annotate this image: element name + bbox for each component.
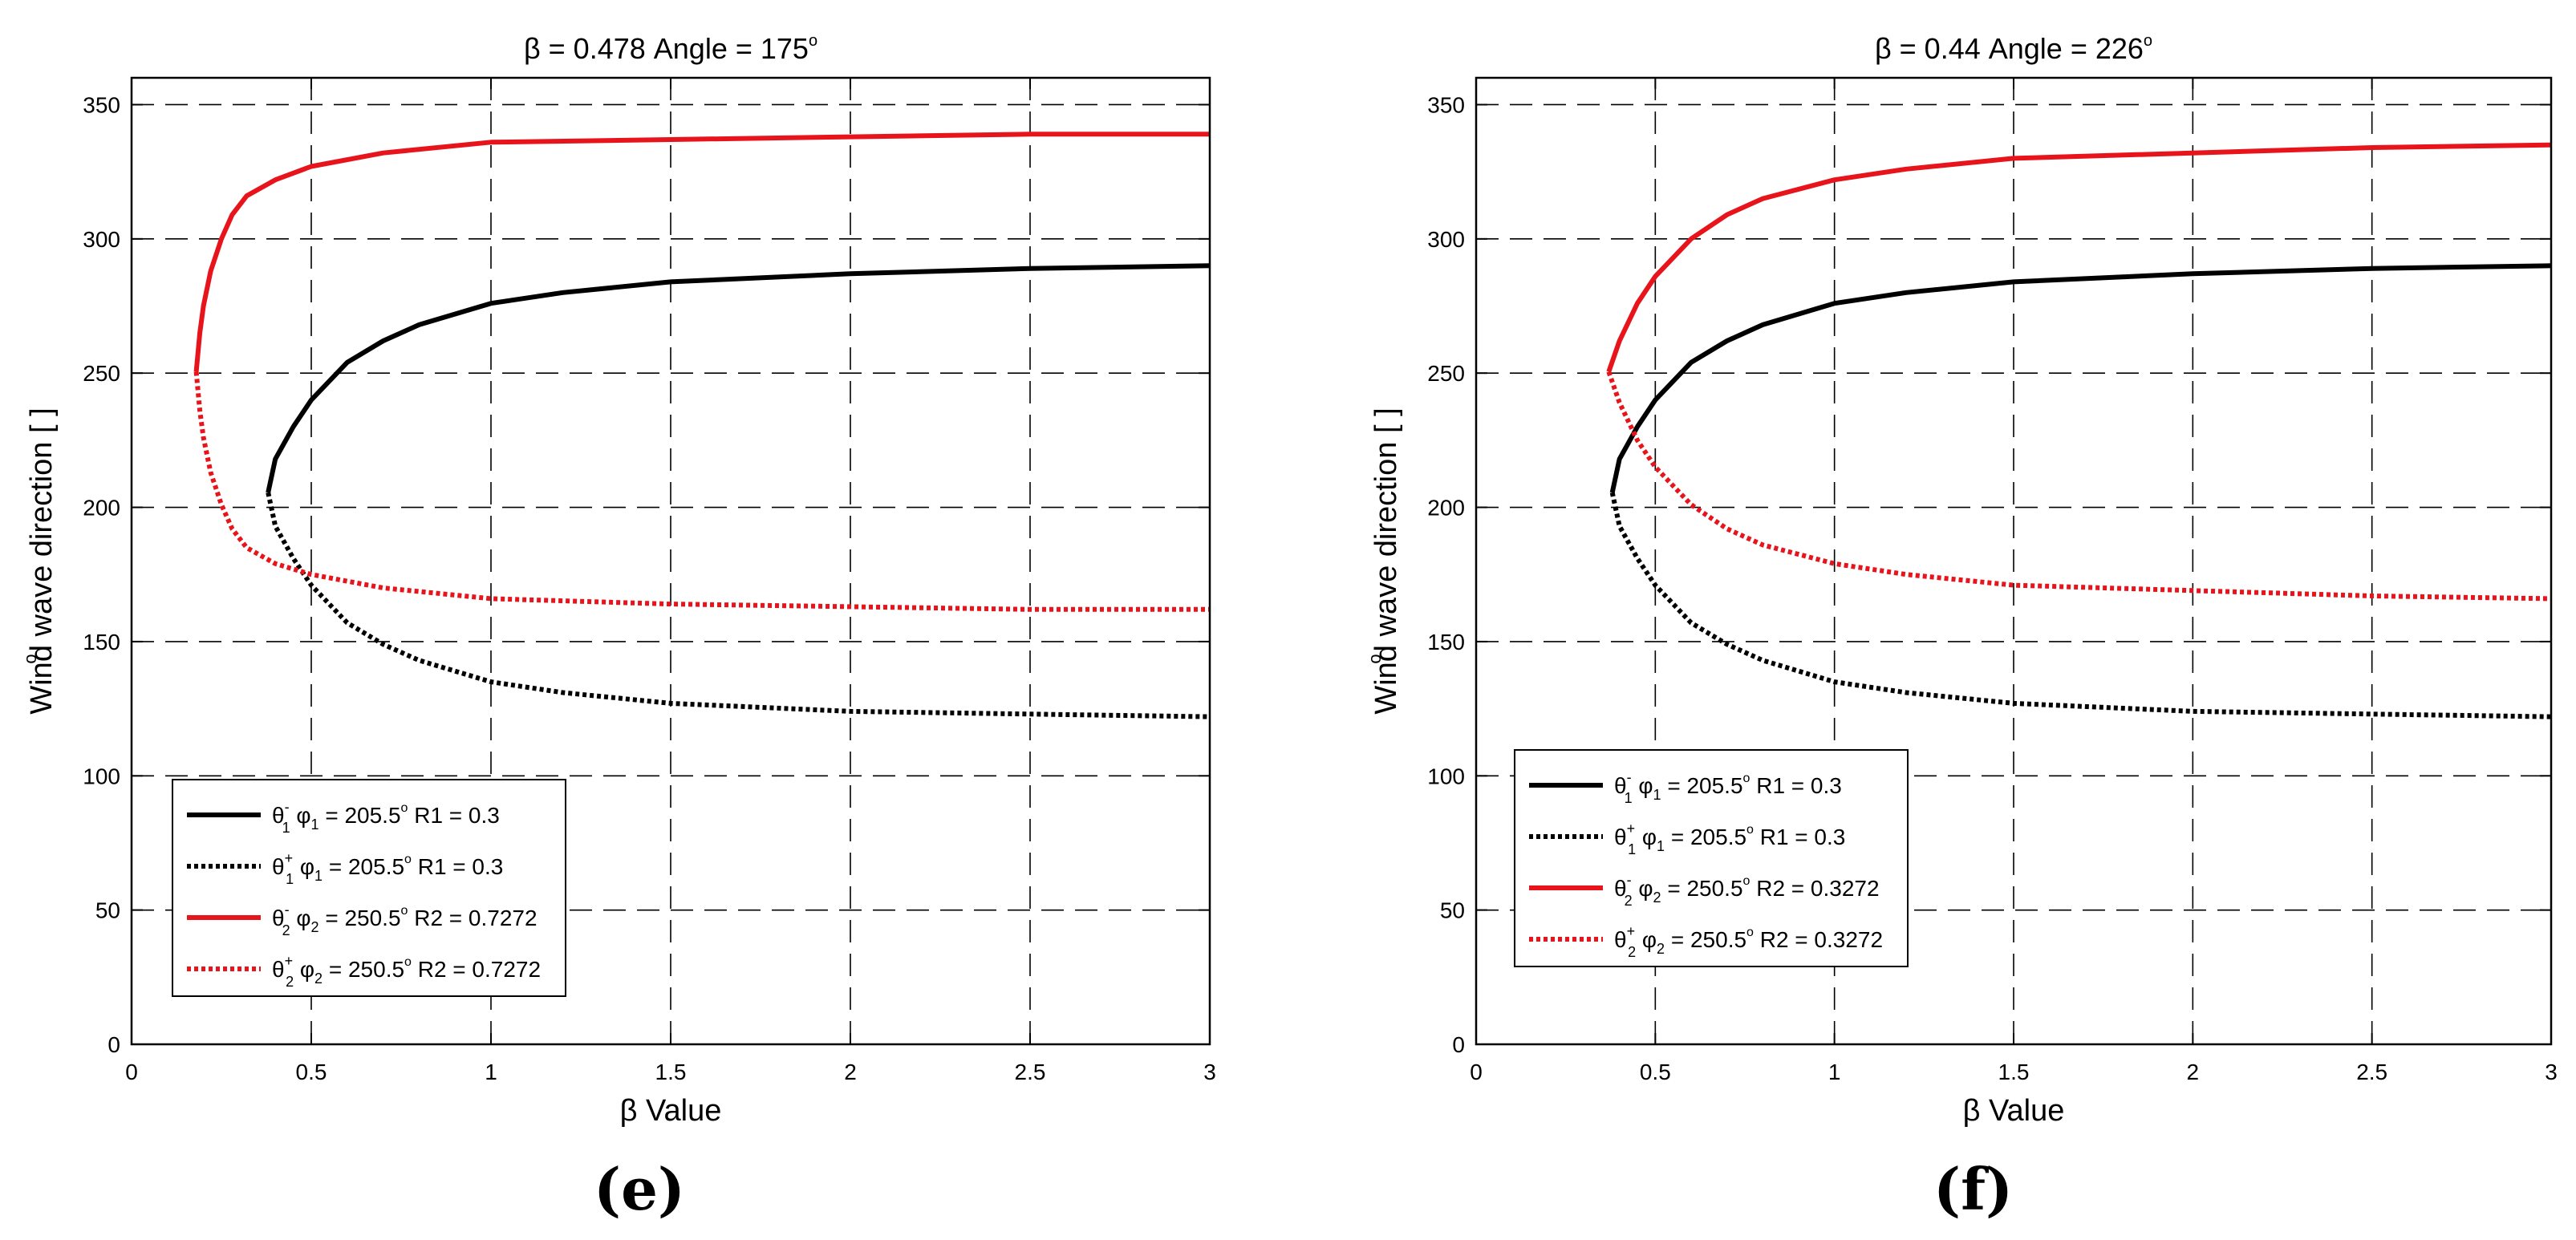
y-tick-label: 0	[1452, 1032, 1465, 1057]
series-line-3	[1606, 371, 2552, 602]
y-tick-label: 200	[83, 496, 120, 521]
y-tick-label: 150	[1427, 630, 1465, 654]
legend-entry-3: θ+ 2 φ2 = 250.5o R2 = 0.7272	[272, 953, 541, 990]
x-tick-label: 3	[2545, 1060, 2558, 1084]
axes-frame	[1475, 76, 2553, 1046]
x-axis-label: β Value	[620, 1094, 722, 1128]
y-tick-label: 250	[83, 361, 120, 386]
legend-entry-3: θ+ 2 φ2 = 250.5o R2 = 0.3272	[1614, 923, 1883, 960]
x-tick-label: 2.5	[2356, 1060, 2387, 1084]
legend-entry-0: θ-1 φ1 = 205.5o R1 = 0.3	[272, 799, 500, 836]
legend-entry-2: θ-2 φ2 = 250.5o R2 = 0.7272	[272, 902, 538, 938]
chart-title: β = 0.478 Angle = 175o	[524, 32, 817, 65]
x-tick-label: 1	[1828, 1060, 1841, 1084]
legend-entry-1: θ+ 1 φ1 = 205.5o R1 = 0.3	[272, 850, 503, 887]
x-tick-label: 2	[2187, 1060, 2200, 1084]
series-line-3	[193, 371, 1210, 612]
legend: θ-1 φ1 = 205.5o R1 = 0.3 θ+ 1 φ1 = 205.5o …	[1514, 749, 1909, 967]
chart-title: β = 0.44 Angle = 226o	[1875, 32, 2152, 65]
series-line-0	[1609, 263, 2552, 493]
chart-panel-0: 0 0.5 1 1.5 2 2.5 3 0 50 100 150 200 250 300 350 β = 0.…	[20, 32, 1216, 1128]
y-tick-label: 350	[83, 92, 120, 117]
y-tick-label: 50	[95, 898, 120, 923]
y-axis-label: Wind wave direction [ ]	[1369, 407, 1403, 714]
y-tick-label: 100	[83, 764, 120, 788]
series-line-1	[266, 492, 1211, 719]
legend-entry-0: θ-1 φ1 = 205.5o R1 = 0.3	[1614, 769, 1842, 806]
series-line-2	[1606, 142, 2552, 373]
panel-label-f: (f)	[1933, 1155, 2014, 1223]
x-tick-label: 3	[1203, 1060, 1216, 1084]
chart-panel-1: 0 0.5 1 1.5 2 2.5 3 0 50 100 150 200 250 300 350 β = 0.…	[1365, 32, 2558, 1128]
y-tick-label: 100	[1427, 764, 1465, 788]
y-tick-label: 250	[1427, 361, 1465, 386]
x-axis-label: β Value	[1963, 1094, 2065, 1128]
y-axis-degree: o	[1365, 654, 1385, 663]
y-axis-label: Wind wave direction [ ]	[25, 407, 59, 714]
y-axis-degree: o	[20, 654, 40, 663]
legend-entry-1: θ+ 1 φ1 = 205.5o R1 = 0.3	[1614, 821, 1845, 857]
y-tick-label: 0	[108, 1032, 120, 1057]
x-tick-label: 0	[125, 1060, 138, 1084]
x-tick-label: 0	[1470, 1060, 1483, 1084]
y-tick-label: 50	[1440, 898, 1465, 923]
series-line-2	[193, 132, 1210, 372]
y-tick-label: 200	[1427, 496, 1465, 521]
series-line-0	[266, 263, 1211, 493]
axes-frame	[130, 76, 1211, 1046]
x-tick-label: 2	[844, 1060, 857, 1084]
legend: θ-1 φ1 = 205.5o R1 = 0.3 θ+ 1 φ1 = 205.5o …	[172, 779, 566, 997]
x-tick-label: 2.5	[1015, 1060, 1046, 1084]
legend-entry-2: θ-2 φ2 = 250.5o R2 = 0.3272	[1614, 872, 1880, 909]
x-tick-label: 1	[485, 1060, 497, 1084]
x-tick-label: 0.5	[1640, 1060, 1671, 1084]
y-tick-label: 150	[83, 630, 120, 654]
y-tick-label: 350	[1427, 92, 1465, 117]
x-tick-label: 0.5	[296, 1060, 327, 1084]
y-tick-label: 300	[1427, 227, 1465, 252]
y-tick-label: 300	[83, 227, 120, 252]
x-tick-label: 1.5	[1998, 1060, 2030, 1084]
x-tick-label: 1.5	[655, 1060, 687, 1084]
panel-label-e: (e)	[594, 1155, 685, 1223]
